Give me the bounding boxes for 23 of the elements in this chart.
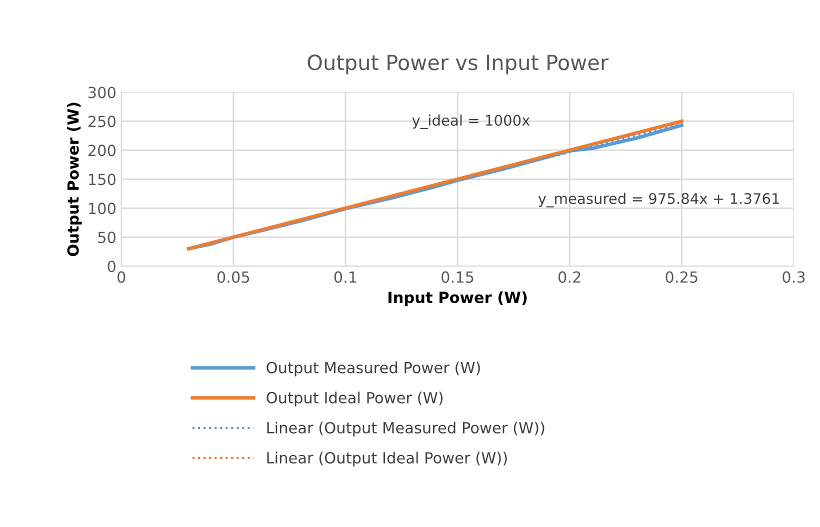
y-tick-label: 50 xyxy=(98,232,116,244)
x-tick-label: 0.25 xyxy=(666,271,698,283)
y-tick-label: 300 xyxy=(88,86,116,98)
legend-label: Linear (Output Measured Power (W)) xyxy=(267,422,544,436)
x-tick-label: 0 xyxy=(118,271,126,283)
chart-title: Output Power vs Input Power xyxy=(308,54,609,74)
legend-label: Output Measured Power (W) xyxy=(266,362,480,376)
y-tick-label: 100 xyxy=(89,202,116,214)
x-tick-label: 0.05 xyxy=(217,271,250,283)
x-tick-label: 0.1 xyxy=(334,271,356,283)
y-tick-label: 200 xyxy=(88,144,116,156)
annotation: y_ideal = 1000x xyxy=(412,114,530,130)
x-tick-label: 0.2 xyxy=(558,271,580,283)
x-axis-title: Input Power (W) xyxy=(388,291,527,306)
y-axis-title: Output Power (W) xyxy=(67,102,82,256)
x-tick-label: 0.15 xyxy=(442,271,474,283)
y-tick-label: 150 xyxy=(89,174,116,186)
y-tick-label: 0 xyxy=(108,260,116,272)
legend-label: Linear (Output Ideal Power (W)) xyxy=(267,452,507,467)
y-tick-label: 250 xyxy=(88,116,116,128)
legend-label: Output Ideal Power (W) xyxy=(266,392,443,406)
x-tick-label: 0.3 xyxy=(782,271,805,283)
annotation: y_measured = 975.84x + 1.3761 xyxy=(538,192,779,208)
